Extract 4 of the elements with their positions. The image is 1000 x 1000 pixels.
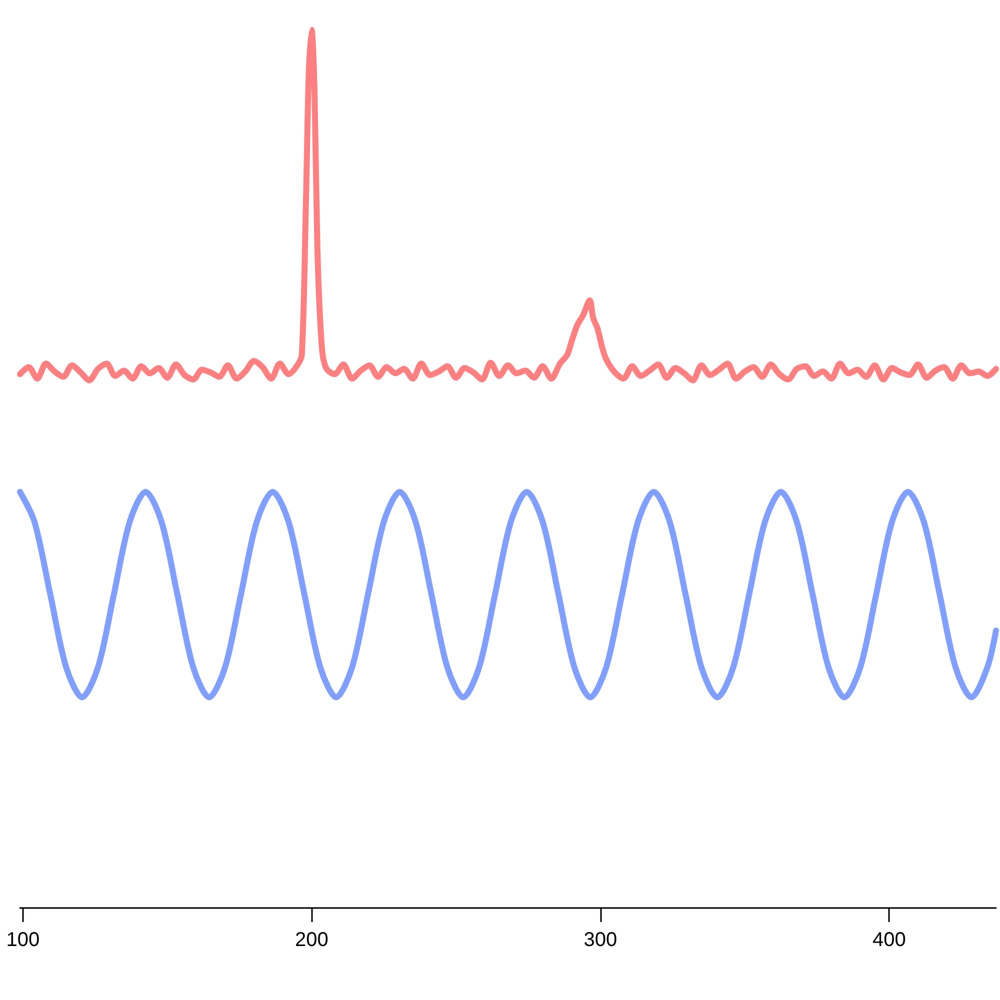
x-tick-label: 200 — [294, 929, 328, 951]
x-tick-label: 400 — [872, 929, 906, 951]
x-tick-label: 100 — [6, 929, 40, 951]
x-tick-label: 300 — [584, 929, 618, 951]
